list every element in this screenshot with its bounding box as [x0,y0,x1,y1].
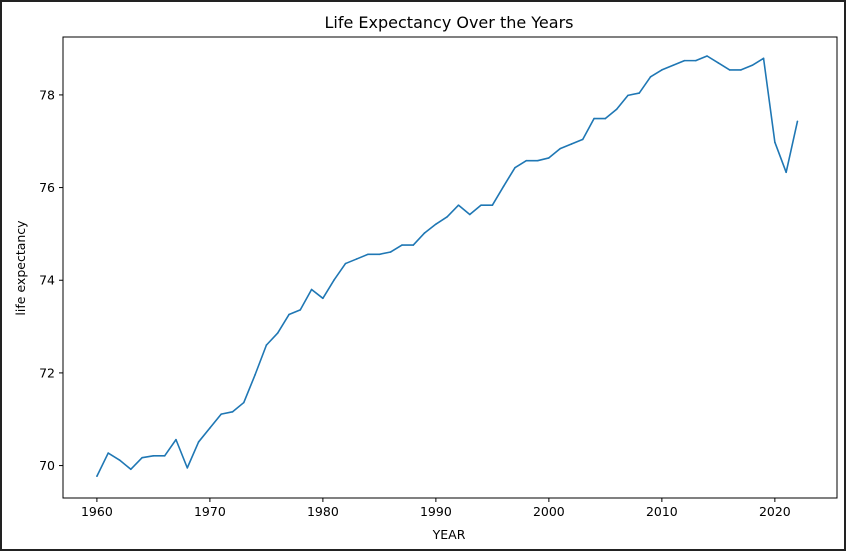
data-point [446,215,448,218]
data-point [209,427,211,429]
data-point [242,401,245,404]
data-point [728,69,731,71]
data-point [649,76,652,78]
data-point [468,213,471,216]
data-point [796,120,799,123]
data-point [141,456,143,459]
data-point [412,244,415,246]
data-point [401,244,403,246]
data-point [152,455,155,457]
plot-area [62,36,838,499]
data-point [389,251,392,253]
x-tick-label: 1960 [81,504,113,519]
y-tick-label: 78 [39,87,55,102]
y-tick-label: 74 [39,273,55,288]
data-point [288,313,290,316]
data-point [231,411,234,413]
x-tick-label: 1980 [307,504,339,519]
data-point [491,204,494,206]
data-point [762,57,765,60]
data-point [299,309,302,311]
data-point [163,455,166,457]
data-point [706,55,708,57]
data-point [774,141,776,143]
data-point [581,138,584,141]
x-tick-label: 1990 [420,504,452,519]
data-point [785,171,787,174]
data-point [254,373,256,376]
data-point [615,108,618,111]
data-point [355,258,358,260]
data-point [107,452,109,454]
data-point [548,157,550,159]
data-point [672,64,674,67]
data-point [333,278,335,281]
data-point [220,413,222,415]
data-point [683,59,686,62]
data-point [310,288,313,291]
data-point [570,143,573,145]
y-tick-label: 70 [39,458,55,473]
data-point [604,117,607,120]
data-point [96,475,98,478]
data-point [129,468,132,471]
data-point [457,204,460,206]
data-point [118,459,121,461]
data-points [96,55,799,478]
data-point [638,92,641,94]
data-point [559,147,561,150]
data-point [423,232,426,234]
data-point [751,64,754,67]
data-point [717,62,720,64]
y-tick-label: 72 [39,365,55,380]
data-point [480,204,482,206]
data-point [502,185,505,187]
data-point [378,253,381,256]
y-axis-label: life expectancy [13,220,28,316]
data-point [197,441,200,443]
data-point [525,159,528,162]
data-point [740,69,742,71]
data-point [175,438,177,441]
x-tick-label: 2010 [646,504,678,519]
data-point [322,297,324,300]
data-point [186,467,189,469]
data-point [514,166,516,169]
data-point [593,117,595,120]
data-point [344,262,347,265]
data-point [435,223,437,225]
y-axis: 70 72 74 76 78 [39,87,63,473]
data-point [265,344,268,346]
data-point [627,94,629,97]
y-tick-label: 76 [39,180,55,195]
data-point [536,159,539,162]
data-point [276,332,279,334]
data-point [367,253,369,256]
data-point [694,59,697,62]
chart-title: Life Expectancy Over the Years [325,13,574,32]
x-axis-label: YEAR [432,527,466,542]
life-expectancy-series-line [96,55,799,477]
x-tick-label: 1970 [194,504,226,519]
x-tick-label: 2020 [759,504,791,519]
x-axis: 1960 1970 1980 1990 2000 2010 2020 [81,498,791,519]
x-tick-label: 2000 [533,504,565,519]
data-point [661,69,663,71]
